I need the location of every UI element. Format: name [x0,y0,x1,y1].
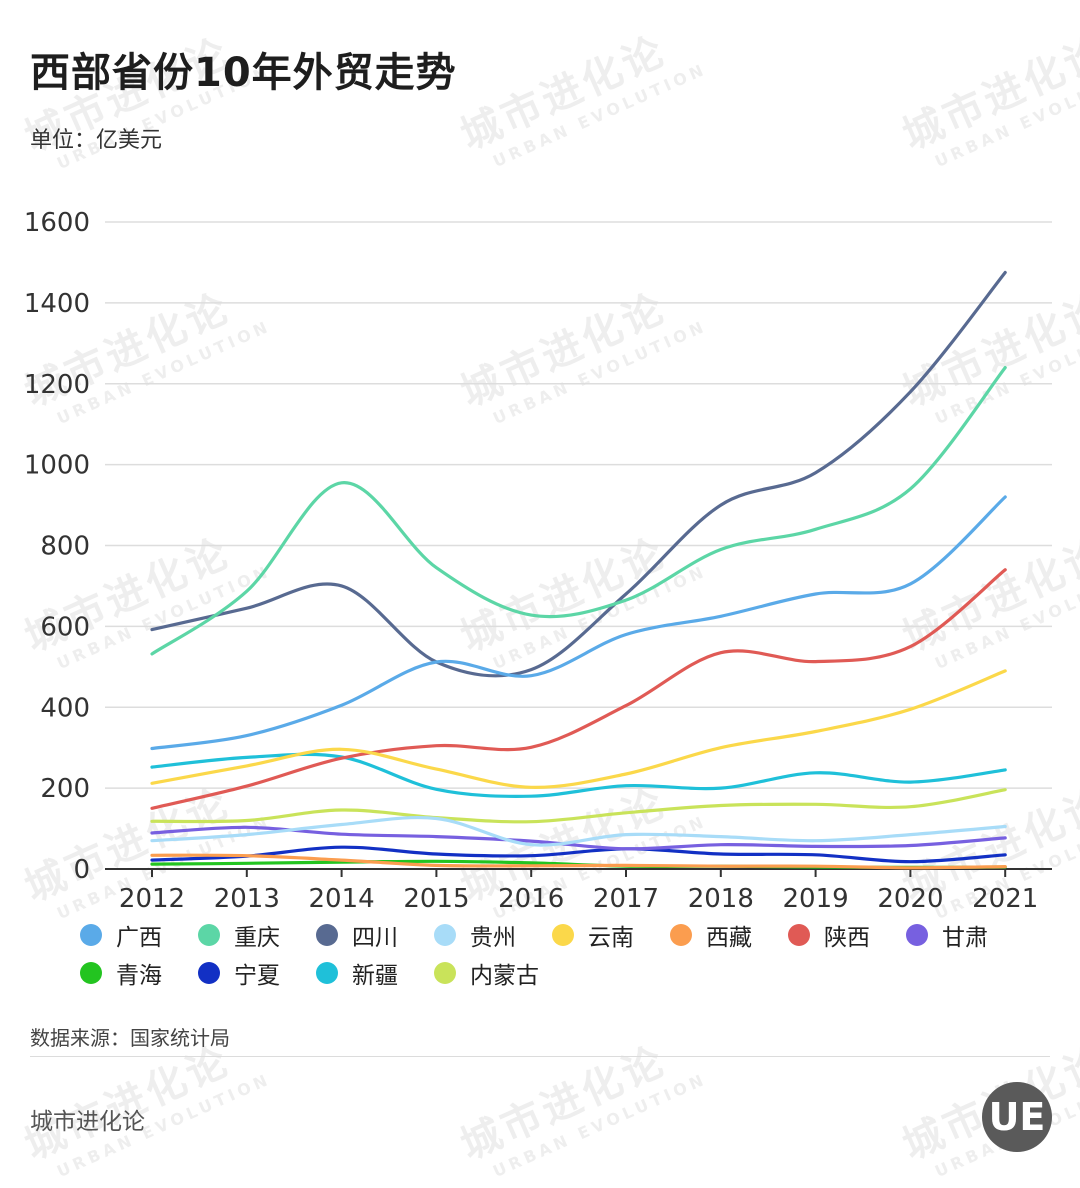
legend-item: 西藏 [670,922,788,951]
legend-item: 云南 [552,922,670,951]
series-line-云南 [150,669,1007,789]
legend-swatch [198,924,220,946]
y-tick-label: 200 [40,774,90,804]
legend-label: 四川 [352,925,398,951]
legend-label: 陕西 [824,925,870,951]
legend-label: 新疆 [352,963,398,989]
series-line-陕西 [150,568,1007,810]
divider [30,1056,1050,1057]
legend-label: 广西 [116,925,162,951]
legend-swatch [434,924,456,946]
legend-swatch [316,962,338,984]
x-tick-label: 2013 [214,884,280,914]
legend-swatch [80,962,102,984]
y-tick-label: 1000 [24,451,90,481]
legend: 广西 重庆 四川 贵州 云南 西藏 陕西 甘肃青海 宁夏 新疆 内蒙古 [80,922,1040,989]
brand-logo: UE [982,1082,1052,1152]
line-chart: 0 200 400 600 800 1000 1200 1400 1600 2012 2013 201… [24,208,1052,914]
x-tick-label: 2017 [593,884,659,914]
y-tick-label: 0 [73,855,90,885]
legend-swatch [906,924,928,946]
series-line-重庆 [150,366,1007,656]
x-tick-label: 2016 [498,884,564,914]
legend-label: 甘肃 [942,925,988,951]
series-line-宁夏 [150,845,1007,864]
y-tick-label: 600 [40,612,90,642]
legend-label: 重庆 [234,925,280,951]
source-note: 数据来源：国家统计局 [30,1026,230,1050]
legend-swatch [788,924,810,946]
legend-item: 青海 [80,960,198,989]
legend-item: 贵州 [434,922,552,951]
y-tick-label: 1600 [24,208,90,238]
legend-swatch [552,924,574,946]
x-tick-label: 2015 [403,884,469,914]
x-tick-label: 2014 [309,884,375,914]
legend-swatch [316,924,338,946]
x-tick-label: 2019 [783,884,849,914]
x-tick-label: 2021 [972,884,1038,914]
legend-swatch [670,924,692,946]
legend-label: 内蒙古 [470,963,539,989]
legend-swatch [80,924,102,946]
legend-label: 宁夏 [234,963,280,989]
y-tick-label: 800 [40,532,90,562]
legend-label: 云南 [588,925,634,951]
series-line-贵州 [150,815,1007,847]
legend-item: 陕西 [788,922,906,951]
legend-swatch [198,962,220,984]
legend-item: 内蒙古 [434,960,552,989]
x-tick-label: 2018 [688,884,754,914]
y-tick-label: 400 [40,693,90,723]
series-line-西藏 [150,853,1007,870]
legend-item: 甘肃 [906,922,1024,951]
y-tick-label: 1400 [24,289,90,319]
legend-item: 重庆 [198,922,316,951]
legend-swatch [434,962,456,984]
legend-item: 四川 [316,922,434,951]
y-tick-label: 1200 [24,370,90,400]
legend-label: 青海 [116,963,162,989]
legend-item: 宁夏 [198,960,316,989]
chart-title: 西部省份10年外贸走势 [30,50,457,96]
x-tick-label: 2012 [119,884,185,914]
series-line-内蒙古 [150,788,1007,824]
legend-item: 广西 [80,922,198,951]
legend-label: 贵州 [470,925,516,951]
unit-label: 单位：亿美元 [30,128,163,153]
legend-item: 新疆 [316,960,434,989]
x-tick-label: 2020 [877,884,943,914]
series-line-广西 [150,495,1007,751]
legend-label: 西藏 [706,925,752,951]
series-line-四川 [150,270,1007,678]
brand-name: 城市进化论 [30,1109,145,1135]
